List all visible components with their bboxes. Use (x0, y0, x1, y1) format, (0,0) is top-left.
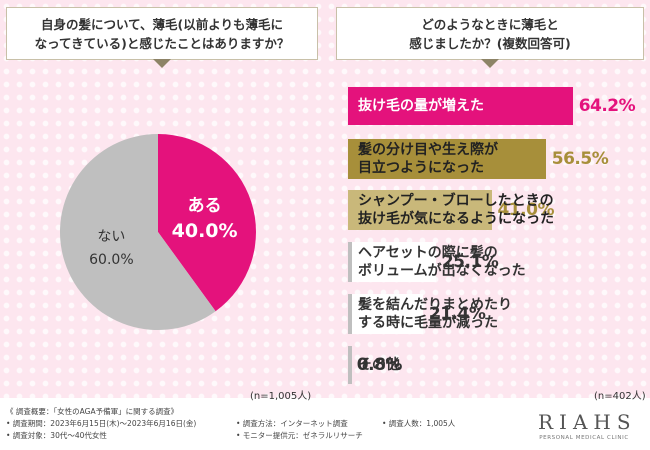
bar-value-4: 21.4% (428, 304, 486, 324)
right-question-box: どのようなときに薄毛と 感じましたか？(複数回答可) (336, 7, 644, 68)
riahs-logo: RIAHS PERSONAL MEDICAL CLINIC (538, 410, 637, 441)
pie-chart: ある 40.0% ない 60.0% (59, 134, 256, 330)
bar-label-1: 髪の分け目や生え際が 目立つようになった (358, 142, 498, 176)
bar-row-2: シャンプー・ブローしたときの 抜け毛が気になるようになった 41.0% (348, 190, 554, 230)
left-question-box: 自身の髪について、薄毛(以前よりも薄毛に なってきている)と感じたことはあります… (6, 7, 318, 68)
survey-overview: 《 調査概要：「女性のAGA予備軍」に関する調査》 (6, 407, 179, 416)
bar-accent-stripe (348, 346, 352, 384)
left-question-line2: なってきている)と感じたことはありますか？ (34, 35, 290, 51)
bar-accent-stripe (348, 294, 352, 334)
bar-3: ヘアセットの際に髪の ボリュームが出なくなった (348, 242, 526, 282)
bar-label-5: その他 (358, 357, 400, 373)
bar-value-3: 25.1% (441, 252, 499, 272)
logo-name: RIAHS (538, 410, 637, 434)
bar-sample-size: (n=402人) (594, 391, 646, 402)
right-question-line1: どのようなときに薄毛と (421, 16, 559, 32)
survey-period: • 調査期間：2023年6月15日(木)〜2023年6月16日(金) (6, 419, 197, 428)
bar-label-3: ヘアセットの際に髪の ボリュームが出なくなった (358, 245, 526, 279)
bar-1: 髪の分け目や生え際が 目立つようになった (348, 139, 546, 179)
bar-0: 抜け毛の量が増えた (348, 87, 573, 125)
footer-area (0, 398, 650, 450)
left-question-line1: 自身の髪について、薄毛(以前よりも薄毛に (41, 16, 283, 32)
survey-method: • 調査方法：インターネット調査 (236, 419, 348, 428)
bar-row-3: ヘアセットの際に髪の ボリュームが出なくなった 25.1% (348, 242, 526, 282)
bar-accent-stripe (348, 87, 352, 125)
left-question-pointer-icon (153, 59, 171, 68)
survey-target: • 調査対象：30代〜40代女性 (6, 431, 107, 440)
bar-value-2: 41.0% (497, 200, 555, 220)
bar-row-5: その他 0.8% (348, 346, 402, 384)
bar-label-0: 抜け毛の量が増えた (358, 98, 484, 114)
bar-row-4: 髪を結んだりまとめたり する時に毛量が減った 21.4% (348, 294, 512, 334)
bar-label-4: 髪を結んだりまとめたり する時に毛量が減った (358, 297, 512, 331)
bar-value-0: 64.2% (578, 96, 636, 116)
pie-sample-size: (n=1,005人) (250, 391, 312, 402)
survey-provider: • モニター提供元：ゼネラルリサーチ (236, 431, 363, 440)
pie-slice-0 (158, 134, 256, 312)
bar-label-2: シャンプー・ブローしたときの 抜け毛が気になるようになった (358, 193, 554, 227)
bar-5: その他 (348, 346, 400, 384)
right-question-pointer-icon (481, 59, 499, 68)
bar-2: シャンプー・ブローしたときの 抜け毛が気になるようになった (348, 190, 554, 230)
pie-slice-label-1: ない (97, 229, 125, 245)
bar-4: 髪を結んだりまとめたり する時に毛量が減った (348, 294, 512, 334)
bar-accent-stripe (348, 139, 352, 179)
bar-accent-stripe (348, 242, 352, 282)
pink-dotted-background (0, 0, 650, 398)
pie-slice-label-0: ある (188, 196, 222, 216)
bar-accent-stripe (348, 190, 352, 230)
survey-count: • 調査人数：1,005人 (382, 419, 456, 428)
pie-slice-value-1: 60.0% (89, 252, 133, 268)
pie-slice-value-0: 40.0% (172, 220, 238, 242)
pie-slice-1 (59, 134, 216, 330)
bar-row-0: 抜け毛の量が増えた 64.2% (348, 87, 636, 125)
logo-tagline: PERSONAL MEDICAL CLINIC (539, 435, 629, 441)
right-question-line2: 感じましたか？(複数回答可) (409, 35, 571, 51)
bar-value-5: 0.8% (356, 355, 403, 375)
bar-row-1: 髪の分け目や生え際が 目立つようになった 56.5% (348, 139, 609, 179)
bar-value-1: 56.5% (551, 149, 609, 169)
